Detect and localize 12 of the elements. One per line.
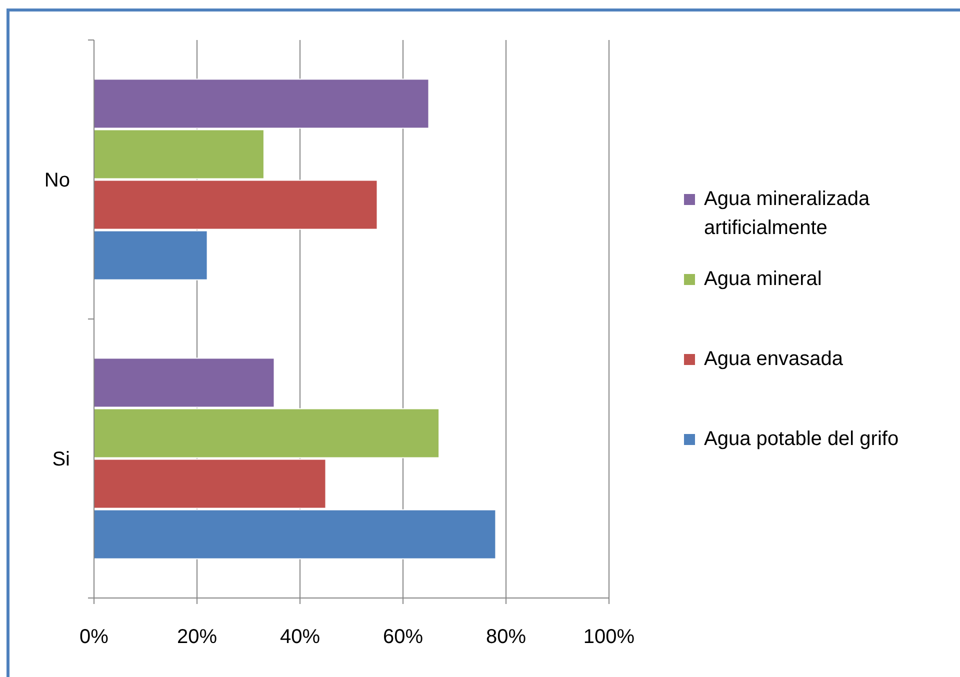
x-tick-label: 0% bbox=[80, 626, 109, 648]
x-tick-label: 20% bbox=[176, 626, 218, 648]
x-tick-label: 100% bbox=[583, 626, 635, 648]
legend-label: Agua potable del grifo bbox=[704, 428, 899, 450]
legend-label: Agua mineral bbox=[704, 268, 822, 290]
x-tick-label: 40% bbox=[280, 626, 320, 648]
y-tick-label: Si bbox=[52, 448, 70, 470]
x-tick-label: 60% bbox=[382, 626, 424, 648]
legend-label: Agua mineralizada artificialmente bbox=[704, 188, 871, 239]
x-tick-label: 80% bbox=[486, 626, 526, 648]
y-tick-label: No bbox=[44, 170, 70, 192]
legend-label: Agua envasada bbox=[704, 348, 844, 370]
